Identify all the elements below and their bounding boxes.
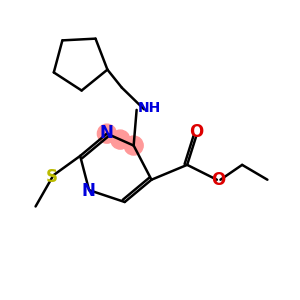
- Circle shape: [98, 124, 116, 143]
- Text: NH: NH: [138, 101, 161, 116]
- Circle shape: [111, 130, 130, 149]
- Text: O: O: [190, 123, 204, 141]
- Text: N: N: [99, 124, 113, 142]
- Text: N: N: [82, 182, 95, 200]
- Text: O: O: [211, 171, 226, 189]
- Text: S: S: [46, 168, 58, 186]
- Circle shape: [124, 136, 143, 155]
